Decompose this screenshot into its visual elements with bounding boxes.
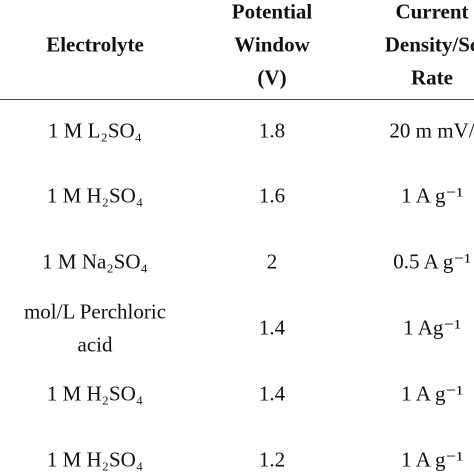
table-cell: 1 M H₂SO₄: [46, 381, 144, 406]
table-cell: 1 M Na₂SO₄: [42, 249, 148, 274]
table-cell: 1.4: [258, 315, 286, 340]
table-cell: 1 A g⁻¹: [401, 381, 463, 406]
table-cell: acid: [77, 332, 113, 356]
header-cell: Potential: [231, 0, 313, 24]
table-cell: 1.6: [258, 183, 286, 208]
header-cell: Rate: [411, 65, 453, 90]
table-cell: 1 M H₂SO₄: [46, 447, 144, 472]
header-cell: Density/Sc: [384, 32, 474, 57]
table-cell: mol/L Perchloric: [23, 299, 167, 323]
header-rule: [0, 99, 474, 100]
table-cell: 1 A g⁻¹: [401, 183, 463, 208]
table-cell: 1 M H₂SO₄: [46, 183, 144, 208]
header-cell: (V): [257, 65, 287, 90]
table-cell: 2: [266, 249, 278, 274]
table-cell: 1.2: [258, 447, 286, 472]
table-cell: 20 m mV/: [389, 118, 474, 143]
table-cell: 1 A g⁻¹: [401, 447, 463, 472]
header-cell: Electrolyte: [46, 32, 144, 57]
table-cell: 1 M L₂SO₄: [48, 118, 142, 143]
table-cell: 0.5 A g⁻¹: [393, 249, 471, 274]
table-cell: 1.4: [258, 381, 286, 406]
table-cell: 1.8: [258, 118, 286, 143]
header-cell: Current: [395, 0, 469, 24]
header-cell: Window: [234, 32, 310, 57]
table-cell: 1 Ag⁻¹: [403, 315, 461, 340]
